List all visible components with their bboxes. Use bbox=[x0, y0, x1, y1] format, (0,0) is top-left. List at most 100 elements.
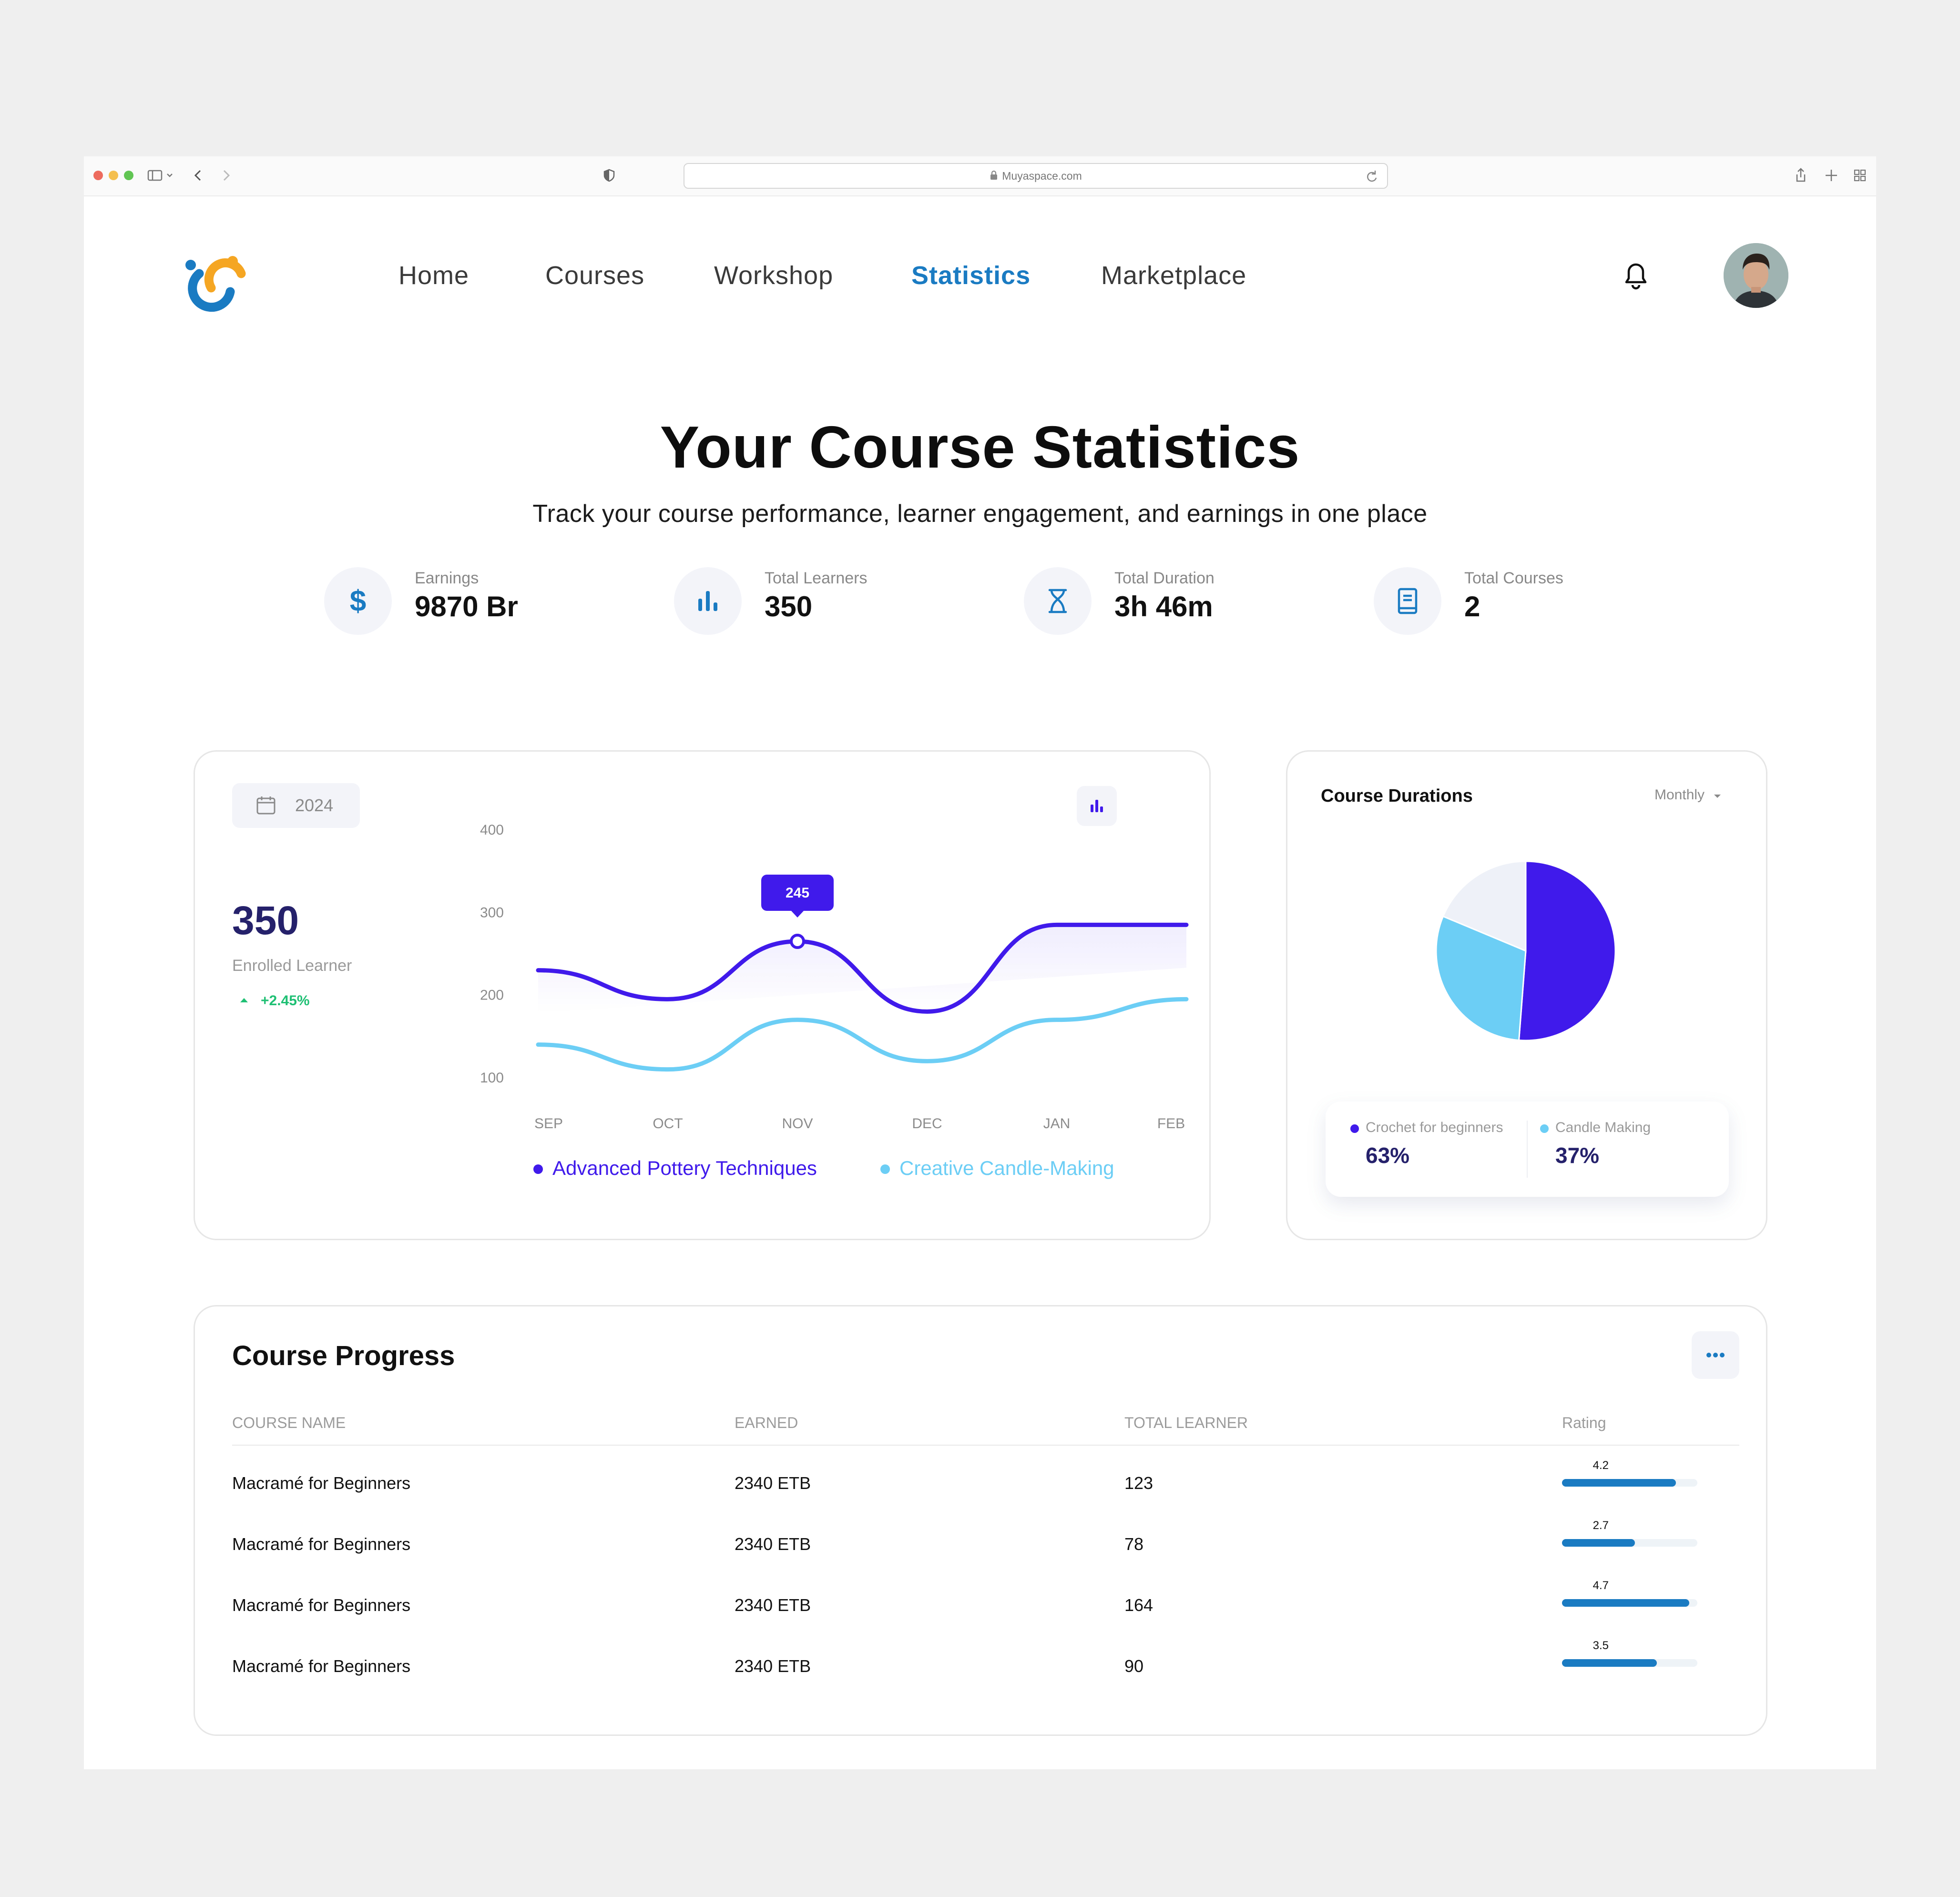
y-tick-label: 200 bbox=[480, 988, 504, 1003]
rating-bar bbox=[1562, 1539, 1697, 1547]
rating-value: 2.7 bbox=[1592, 1519, 1609, 1532]
legend-candle-making: Candle Making bbox=[1555, 1120, 1651, 1135]
avatar[interactable] bbox=[1724, 243, 1788, 308]
learners-cell: 78 bbox=[1124, 1534, 1144, 1554]
close-window-button[interactable] bbox=[93, 171, 103, 180]
y-tick-label: 400 bbox=[480, 822, 504, 838]
period-value: Monthly bbox=[1654, 787, 1705, 803]
course-progress-card: Course Progress COURSE NAME EARNED TOTAL… bbox=[194, 1305, 1767, 1736]
pie-legend-box: Crochet for beginners 63% Candle Making … bbox=[1326, 1101, 1729, 1197]
earned-cell: 2340 ETB bbox=[735, 1656, 811, 1676]
reload-icon[interactable] bbox=[1362, 165, 1381, 186]
value-tooltip: 245 bbox=[761, 875, 834, 918]
hourglass-icon bbox=[1041, 584, 1074, 618]
earnings-value: 9870 Br bbox=[415, 591, 518, 622]
bell-icon[interactable] bbox=[1617, 255, 1655, 296]
back-icon[interactable] bbox=[188, 165, 209, 186]
duration-stat-icon-wrap bbox=[1024, 567, 1092, 635]
series-line-candle[interactable] bbox=[536, 997, 1189, 1072]
highlight-point[interactable] bbox=[790, 934, 805, 949]
browser-toolbar: Muyaspace.com bbox=[84, 156, 1876, 196]
page-subtitle: Track your course performance, learner e… bbox=[532, 500, 1428, 528]
address-bar[interactable]: Muyaspace.com bbox=[684, 163, 1388, 189]
duration-label: Total Duration bbox=[1114, 569, 1215, 587]
earnings-label: Earnings bbox=[415, 569, 479, 587]
year-selector[interactable]: 2024 bbox=[232, 783, 360, 828]
nav-workshop[interactable]: Workshop bbox=[714, 261, 834, 290]
learners-value: 350 bbox=[765, 591, 813, 622]
column-header-course-name: COURSE NAME bbox=[232, 1414, 346, 1431]
durations-title: Course Durations bbox=[1321, 786, 1473, 806]
pie-slice-remaining[interactable] bbox=[1442, 860, 1527, 952]
privacy-shield-icon[interactable] bbox=[599, 165, 620, 186]
new-tab-icon[interactable] bbox=[1821, 165, 1842, 186]
minimize-window-button[interactable] bbox=[109, 171, 118, 180]
series-line-pottery[interactable] bbox=[536, 922, 1189, 1014]
tooltip-value: 245 bbox=[786, 885, 809, 901]
legend-swatch-pottery bbox=[533, 1164, 543, 1174]
enrolled-count: 350 bbox=[232, 898, 299, 943]
nav-marketplace[interactable]: Marketplace bbox=[1101, 261, 1247, 290]
rating-bar-fill bbox=[1562, 1539, 1635, 1547]
nav-statistics[interactable]: Statistics bbox=[911, 261, 1031, 290]
courses-value: 2 bbox=[1464, 591, 1480, 622]
legend-swatch-candle-making bbox=[1540, 1124, 1549, 1133]
course-name-cell: Macramé for Beginners bbox=[232, 1595, 411, 1615]
sidebar-toggle-icon[interactable] bbox=[144, 165, 177, 186]
rating-value: 3.5 bbox=[1592, 1639, 1609, 1652]
nav-courses[interactable]: Courses bbox=[545, 261, 645, 290]
earned-cell: 2340 ETB bbox=[735, 1534, 811, 1554]
trend-up-icon bbox=[239, 995, 249, 1005]
course-name-cell: Macramé for Beginners bbox=[232, 1534, 411, 1554]
brand-logo[interactable] bbox=[171, 240, 252, 316]
course-name-cell: Macramé for Beginners bbox=[232, 1473, 411, 1493]
x-tick-label: OCT bbox=[653, 1116, 683, 1132]
tab-overview-icon[interactable] bbox=[1849, 165, 1870, 186]
table-header-divider bbox=[232, 1445, 1739, 1446]
rating-bar-fill bbox=[1562, 1659, 1657, 1667]
learners-cell: 123 bbox=[1124, 1473, 1154, 1493]
share-icon[interactable] bbox=[1790, 165, 1811, 186]
earned-cell: 2340 ETB bbox=[735, 1595, 811, 1615]
legend-crochet-value: 63% bbox=[1366, 1143, 1410, 1168]
legend-divider bbox=[1527, 1121, 1528, 1178]
legend-candle: Creative Candle-Making bbox=[899, 1157, 1114, 1179]
legend-swatch-candle bbox=[880, 1164, 890, 1174]
address-bar-content: Muyaspace.com bbox=[684, 164, 1387, 188]
pie-slice-crochet[interactable] bbox=[1518, 860, 1616, 1041]
enrolled-label: Enrolled Learner bbox=[232, 957, 352, 975]
enrollment-change: +2.45% bbox=[261, 993, 310, 1009]
series-glow bbox=[538, 925, 1186, 1013]
learners-cell: 90 bbox=[1124, 1656, 1144, 1676]
more-options-button[interactable] bbox=[1692, 1331, 1739, 1379]
y-tick-label: 100 bbox=[480, 1070, 504, 1086]
ellipsis-icon bbox=[1702, 1342, 1729, 1368]
x-tick-label: NOV bbox=[782, 1116, 813, 1132]
nav-home[interactable]: Home bbox=[398, 261, 470, 290]
rating-value: 4.2 bbox=[1592, 1459, 1609, 1472]
pie-chart bbox=[1435, 860, 1616, 1041]
x-tick-label: FEB bbox=[1157, 1116, 1185, 1132]
x-tick-label: DEC bbox=[912, 1116, 942, 1132]
learners-stat-icon-wrap bbox=[674, 567, 742, 635]
bar-chart-icon bbox=[1085, 794, 1109, 818]
chart-type-button[interactable] bbox=[1077, 786, 1117, 826]
maximize-window-button[interactable] bbox=[124, 171, 133, 180]
pie-slice-candle-making[interactable] bbox=[1435, 915, 1527, 1041]
courses-label: Total Courses bbox=[1464, 569, 1563, 587]
forward-icon[interactable] bbox=[215, 165, 236, 186]
learners-label: Total Learners bbox=[765, 569, 868, 587]
progress-title: Course Progress bbox=[232, 1340, 455, 1371]
legend-candle-making-value: 37% bbox=[1555, 1143, 1600, 1168]
dollar-icon: $ bbox=[341, 584, 375, 618]
period-dropdown[interactable]: Monthly bbox=[1654, 787, 1735, 808]
rating-value: 4.7 bbox=[1592, 1579, 1609, 1592]
rating-bar-fill bbox=[1562, 1599, 1689, 1607]
legend-crochet: Crochet for beginners bbox=[1366, 1120, 1503, 1135]
x-tick-label: JAN bbox=[1043, 1116, 1071, 1132]
page-title: Your Course Statistics bbox=[660, 415, 1300, 480]
year-value: 2024 bbox=[295, 796, 334, 815]
legend-swatch-crochet bbox=[1350, 1124, 1359, 1133]
book-icon bbox=[1391, 584, 1424, 618]
